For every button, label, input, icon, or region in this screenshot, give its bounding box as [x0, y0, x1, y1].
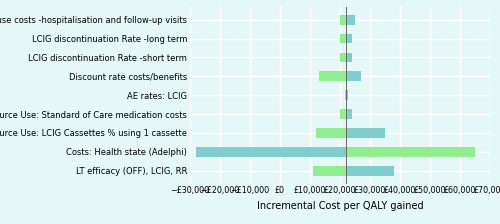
Bar: [346, 90, 348, 100]
Bar: [340, 109, 346, 119]
Bar: [346, 15, 355, 25]
Bar: [346, 71, 361, 81]
Bar: [344, 90, 346, 100]
Bar: [346, 109, 352, 119]
Bar: [340, 15, 346, 25]
Bar: [346, 52, 352, 62]
Bar: [316, 128, 346, 138]
Bar: [346, 166, 394, 176]
Bar: [196, 147, 346, 157]
Bar: [346, 128, 385, 138]
Bar: [319, 71, 346, 81]
Bar: [346, 34, 352, 43]
Bar: [313, 166, 346, 176]
Bar: [340, 34, 346, 43]
Bar: [346, 147, 475, 157]
X-axis label: Incremental Cost per QALY gained: Incremental Cost per QALY gained: [256, 201, 424, 211]
Bar: [340, 52, 346, 62]
